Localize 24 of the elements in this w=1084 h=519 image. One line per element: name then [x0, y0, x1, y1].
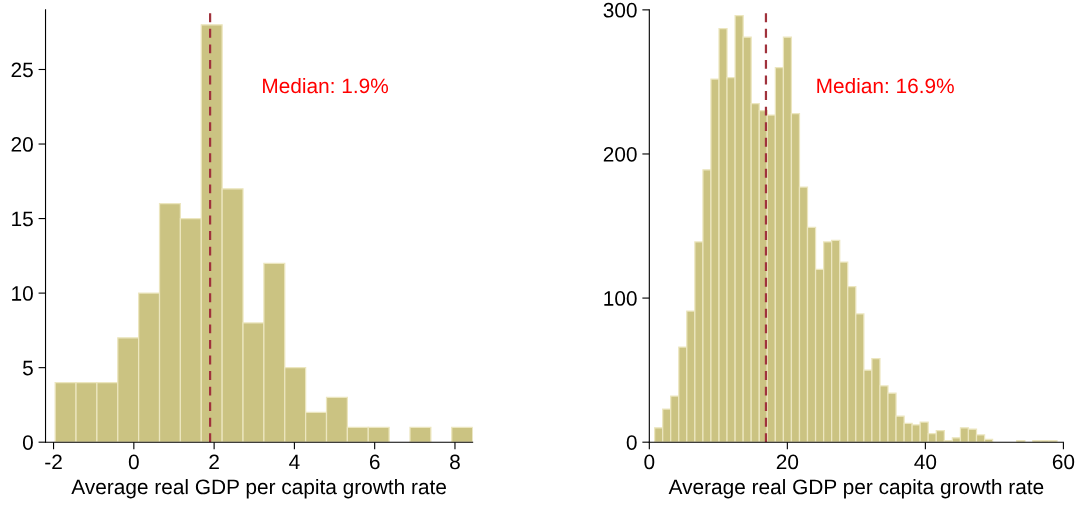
x-tick-label: 0 — [644, 454, 655, 470]
x-tick-label: 20 — [776, 454, 799, 470]
x-tick-label: 40 — [914, 454, 937, 470]
y-tick-label: 0 — [22, 435, 33, 450]
y-tick-label: 20 — [11, 137, 33, 152]
y-tick-label: 15 — [12, 211, 33, 227]
x-tick-label: 0 — [128, 454, 139, 470]
x-tick-label: 4 — [289, 454, 300, 470]
y-tick-label: 5 — [22, 360, 33, 376]
y-tick-label: 10 — [12, 286, 33, 301]
x-tick-label: 60 — [1052, 454, 1075, 470]
x-axis-title: Average real GDP per capita growth rate — [668, 478, 1044, 499]
x-axis-title: Average real GDP per capita growth rate — [71, 478, 446, 499]
x-tick-label: -2 — [45, 454, 62, 470]
y-tick-label: 25 — [11, 62, 33, 78]
ref-line-label: Median: 1.9% — [263, 77, 389, 94]
x-tick-label: 8 — [450, 454, 460, 470]
y-tick-label: 0 — [626, 435, 637, 450]
y-tick-label: 100 — [604, 291, 637, 306]
ref-line-label: Median: 16.9% — [817, 77, 954, 94]
x-tick-label: 2 — [209, 454, 219, 470]
y-tick-label: 300 — [603, 2, 637, 18]
y-tick-label: 200 — [603, 146, 637, 162]
x-tick-label: 6 — [369, 454, 380, 470]
